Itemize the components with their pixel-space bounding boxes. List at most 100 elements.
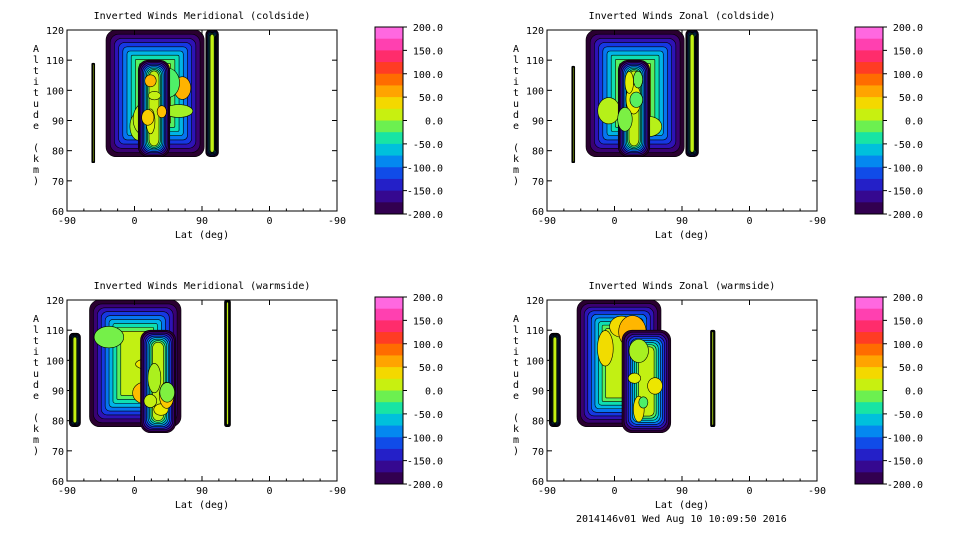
contour-blob: [143, 394, 157, 408]
colorbar-tick-label: -50.0: [893, 140, 923, 151]
chart-title: Inverted Winds Meridional (coldside): [94, 11, 311, 22]
x-tick-label: 0: [611, 486, 617, 497]
colorbar-segment: [855, 120, 883, 133]
colorbar-segment: [375, 472, 403, 485]
colorbar-segment: [855, 402, 883, 415]
y-tick-label: 90: [532, 117, 544, 128]
x-tick-label: 90: [196, 216, 208, 227]
colorbar-segment: [375, 378, 403, 391]
colorbar-tick-label: 0.0: [905, 117, 923, 128]
colorbar-tick-label: -150.0: [887, 187, 923, 198]
colorbar-segment: [855, 448, 883, 462]
y-tick-label: 80: [52, 147, 64, 158]
colorbar-segment: [375, 332, 403, 345]
colorbar-segment: [375, 85, 403, 98]
colorbar-segment: [855, 85, 883, 98]
y-tick-label: 120: [46, 26, 64, 37]
colorbar-segment: [375, 460, 403, 473]
filled-contours: [68, 300, 231, 434]
colorbar-segment: [375, 38, 403, 51]
colorbar-segment: [855, 62, 883, 75]
colorbar-segment: [375, 343, 403, 356]
colorbar-tick-label: -50.0: [413, 140, 443, 151]
contour-blob: [627, 372, 641, 384]
chart-title: Inverted Winds Zonal (coldside): [589, 11, 776, 22]
colorbar-tick-label: 50.0: [419, 93, 443, 104]
filled-contours: [548, 300, 716, 434]
contour-blob: [141, 109, 155, 126]
colorbar-segment: [375, 202, 403, 215]
colorbar-segment: [855, 390, 883, 403]
x-tick-label: 90: [676, 486, 688, 497]
colorbar-segment: [855, 27, 883, 40]
colorbar-segment: [375, 448, 403, 462]
contour-band: [226, 301, 229, 425]
y-tick-label: 100: [46, 86, 64, 97]
y-tick-label: 120: [526, 296, 544, 307]
colorbar: 200.0 150.0 100.0 50.0 0.0 -50.0 -100.0 -150.0 -…: [854, 23, 923, 221]
colorbar-tick-label: 0.0: [425, 387, 443, 398]
contour-blob: [156, 105, 167, 118]
colorbar-segment: [855, 367, 883, 380]
x-axis-label: Lat (deg): [655, 500, 709, 511]
colorbar-segment: [855, 50, 883, 63]
x-tick-label: 0: [746, 216, 752, 227]
colorbar-segment: [855, 297, 883, 310]
contour-band: [689, 34, 695, 153]
contour-blob: [624, 71, 634, 94]
y-tick-label: 90: [52, 387, 64, 398]
panel-meridional-coldside: Inverted Winds Meridional (coldside) -90 0…: [0, 0, 480, 270]
x-tick-label: -90: [538, 216, 556, 227]
x-tick-label: -90: [538, 486, 556, 497]
contour-band: [552, 336, 557, 424]
colorbar-segment: [855, 167, 883, 180]
filled-contours: [571, 30, 699, 164]
colorbar-tick-label: 100.0: [893, 340, 923, 351]
contour-blob: [633, 70, 643, 89]
colorbar-segment: [855, 143, 883, 157]
contour-blob: [148, 91, 161, 101]
colorbar-tick-label: -200.0: [887, 480, 923, 491]
colorbar-segment: [855, 108, 883, 121]
y-tick-label: 80: [52, 417, 64, 428]
contour-blob: [597, 330, 614, 367]
colorbar-segment: [855, 308, 883, 321]
contour-blob: [159, 382, 175, 403]
colorbar: 200.0 150.0 100.0 50.0 0.0 -50.0 -100.0 -150.0 -…: [854, 293, 923, 491]
colorbar-segment: [855, 320, 883, 333]
y-tick-label: 70: [52, 447, 64, 458]
chart-title: Inverted Winds Meridional (warmside): [94, 281, 311, 292]
colorbar-segment: [375, 367, 403, 380]
y-tick-label: 120: [46, 296, 64, 307]
colorbar-segment: [375, 425, 403, 438]
colorbar-tick-label: 0.0: [905, 387, 923, 398]
contour-band: [572, 66, 575, 163]
colorbar-segment: [855, 132, 883, 145]
colorbar-segment: [375, 178, 403, 192]
colorbar-segment: [855, 202, 883, 215]
colorbar-tick-label: 150.0: [893, 316, 923, 327]
colorbar-segment: [855, 38, 883, 51]
colorbar-segment: [855, 378, 883, 391]
colorbar-tick-label: 150.0: [413, 316, 443, 327]
colorbar-segment: [855, 425, 883, 438]
y-tick-label: 60: [52, 477, 64, 488]
colorbar-segment: [375, 390, 403, 403]
chart-title: Inverted Winds Zonal (warmside): [589, 281, 776, 292]
x-tick-label: 0: [266, 486, 272, 497]
colorbar-segment: [375, 308, 403, 321]
colorbar-segment: [375, 132, 403, 145]
colorbar-segment: [375, 62, 403, 75]
colorbar-tick-label: 150.0: [893, 46, 923, 57]
y-tick-label: 80: [532, 417, 544, 428]
colorbar-segment: [855, 355, 883, 368]
footer-timestamp: 2014146v01 Wed Aug 10 10:09:50 2016: [576, 514, 787, 525]
colorbar-segment: [855, 437, 883, 450]
x-tick-label: 0: [131, 216, 137, 227]
x-tick-label: -90: [808, 486, 826, 497]
colorbar-segment: [375, 27, 403, 40]
colorbar-segment: [375, 402, 403, 415]
